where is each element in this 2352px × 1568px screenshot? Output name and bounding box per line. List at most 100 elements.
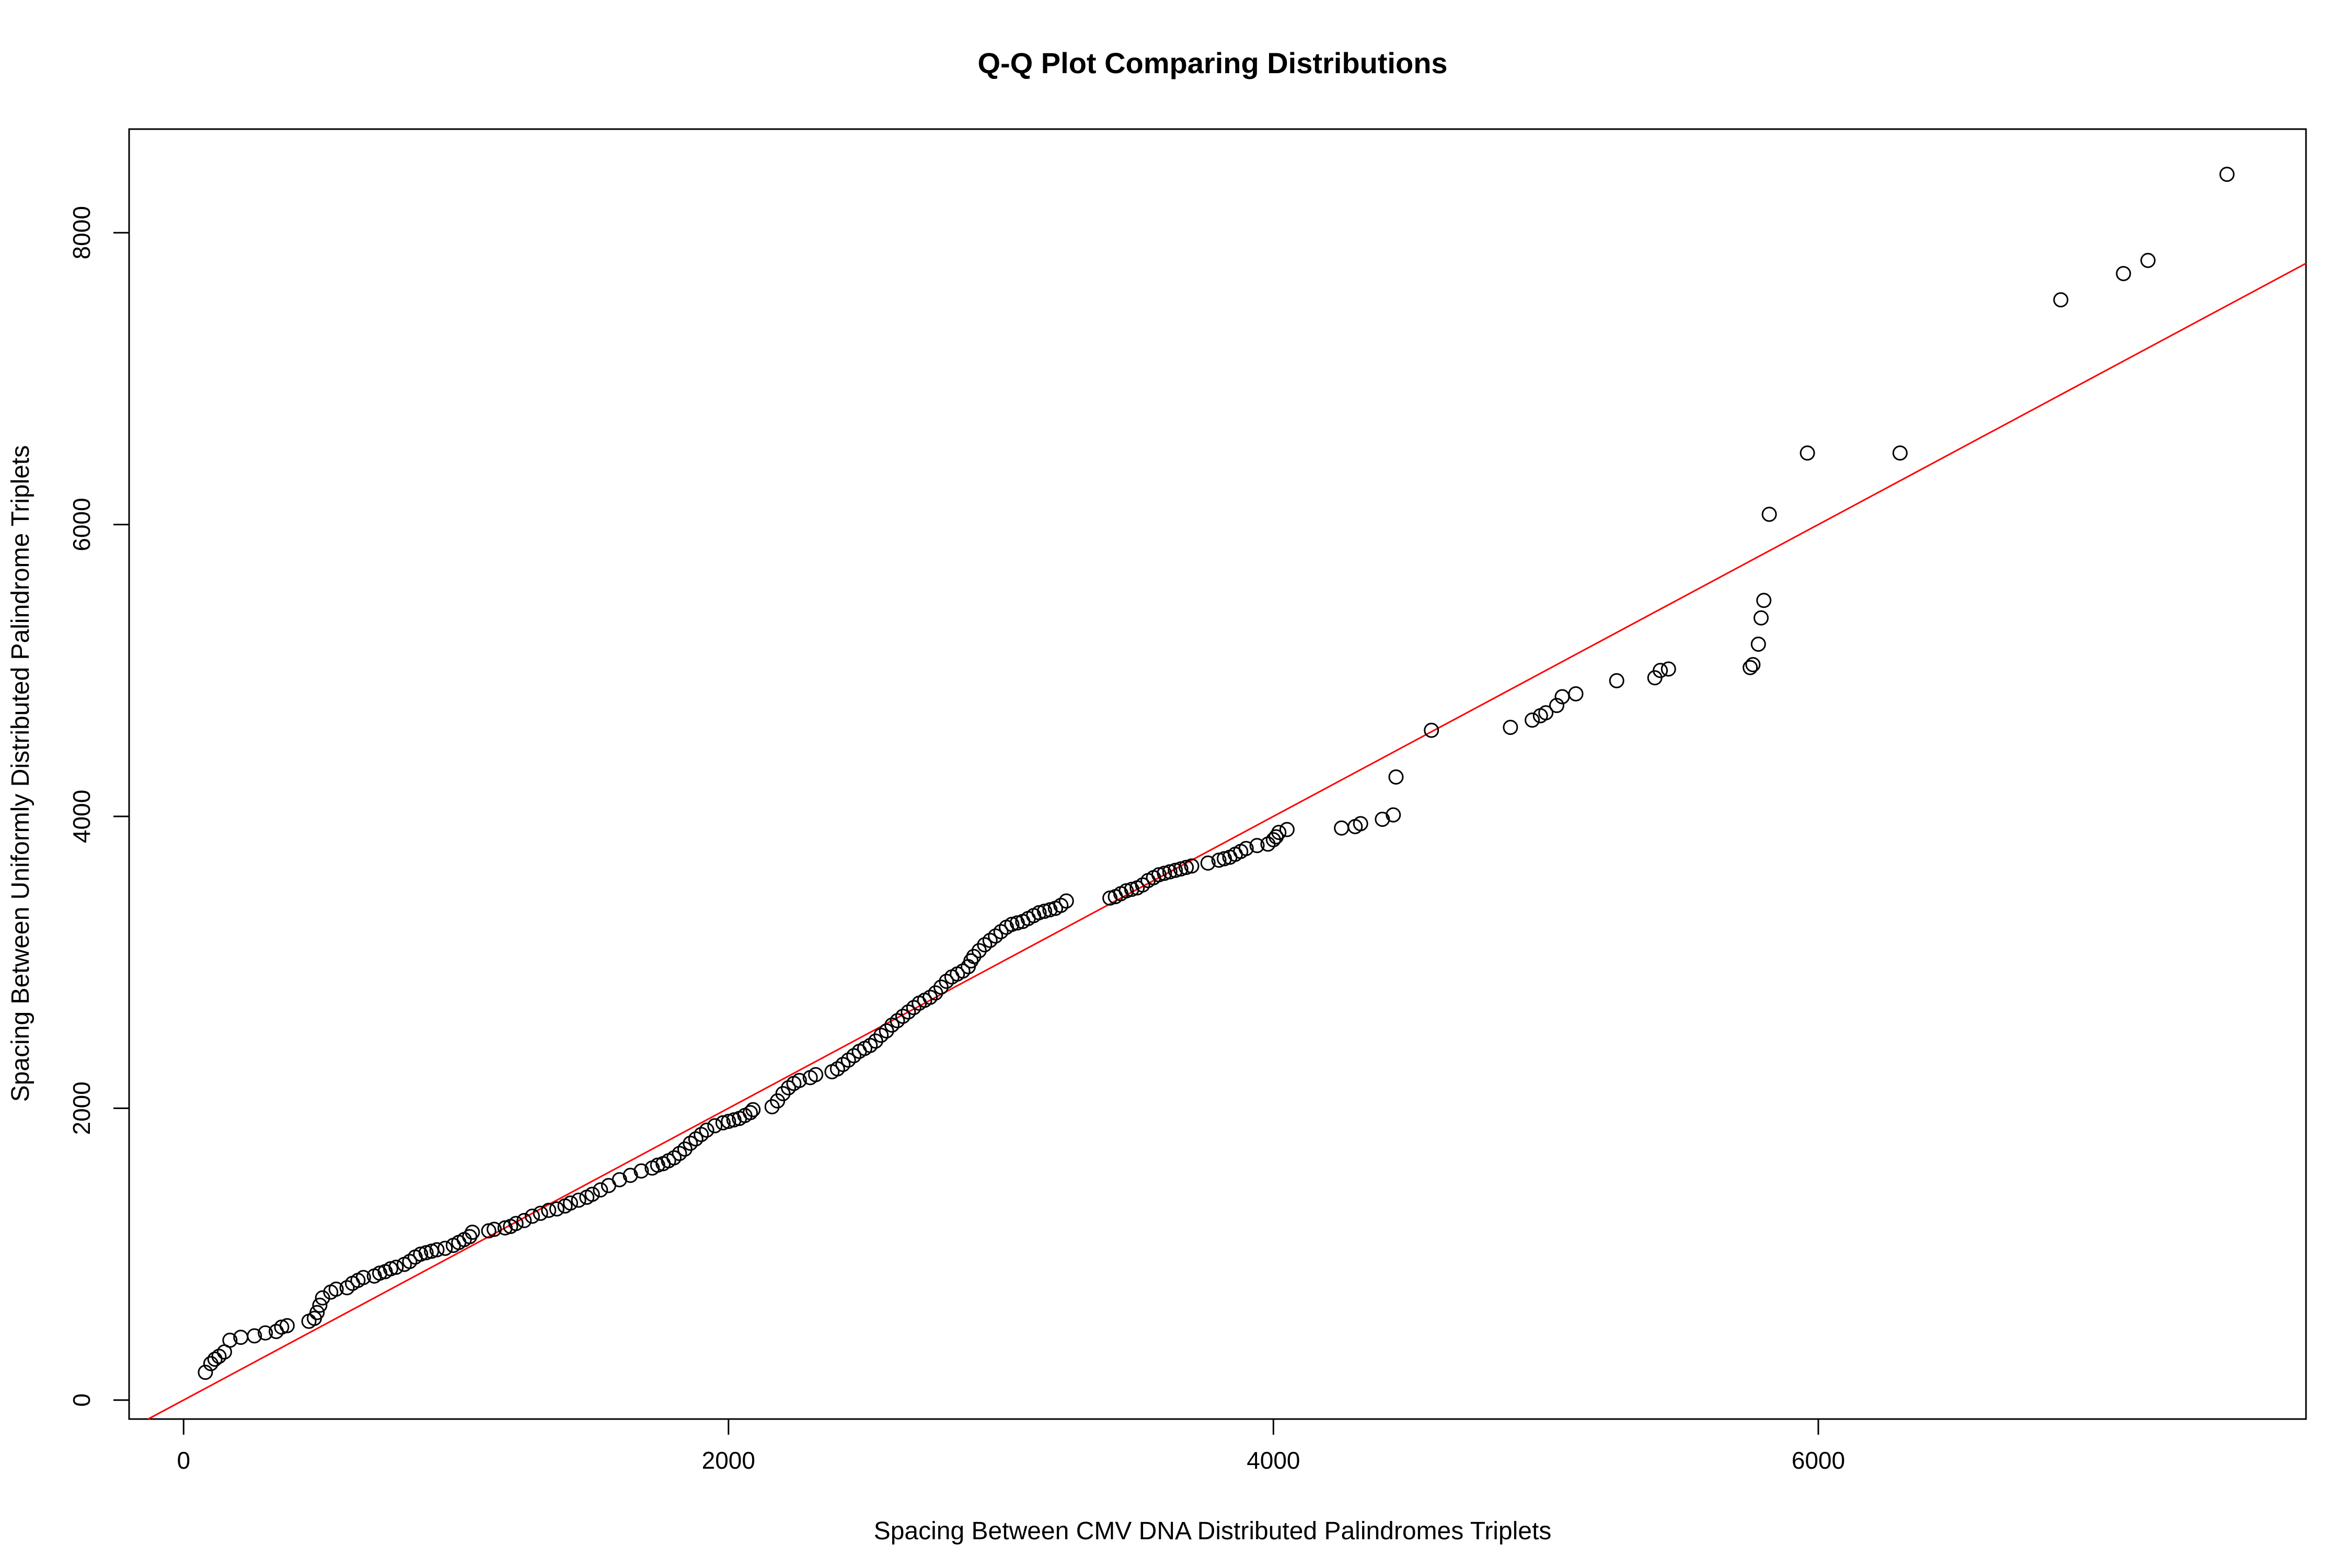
y-tick-label: 8000 [68,206,95,259]
data-point [2140,252,2156,268]
y-tick-label: 2000 [68,1081,95,1135]
data-point [1031,905,1047,920]
data-point [1036,903,1052,919]
data-point [1173,861,1189,877]
data-point [1151,867,1167,883]
data-point [726,1112,742,1128]
data-point [775,1086,791,1101]
data-point [666,1150,682,1166]
data-point [274,1319,290,1335]
data-point [884,1017,900,1033]
data-point [829,1061,845,1077]
data-point [1743,660,1758,675]
data-point [198,1365,213,1380]
data-point [437,1240,453,1256]
data-point [549,1201,564,1217]
data-point [1271,825,1287,840]
data-point [1009,915,1025,931]
data-point [939,973,954,989]
data-point [1503,720,1518,735]
data-point [383,1261,398,1276]
x-axis-label: Spacing Between CMV DNA Distributed Pali… [874,1517,1552,1545]
data-point [963,953,979,969]
data-point [835,1057,851,1073]
data-point [2219,167,2235,182]
data-point [683,1135,698,1151]
data-point [211,1348,227,1364]
data-point [1058,893,1074,909]
data-point [1388,769,1404,785]
data-point [890,1013,905,1029]
data-point [955,963,971,979]
data-point [1353,816,1368,832]
data-point [1238,840,1254,856]
data-point [1424,722,1439,738]
data-point [465,1225,480,1240]
data-point [312,1297,328,1313]
data-point [791,1073,807,1088]
data-point [1609,673,1624,688]
data-point [933,979,949,995]
data-point [1800,445,1815,461]
data-point [1162,864,1178,880]
data-point [721,1113,736,1129]
data-point [780,1080,796,1096]
data-point [1217,851,1232,867]
data-point [593,1182,608,1198]
data-point [222,1332,238,1348]
data-point [1525,712,1540,728]
data-point [571,1192,586,1208]
data-point [1053,897,1069,913]
data-point [612,1172,627,1187]
x-tick-label: 6000 [1792,1447,1845,1474]
data-point [1004,917,1020,932]
data-point [1761,506,1777,522]
data-point [429,1242,445,1258]
data-point [1249,838,1265,854]
data-point [279,1318,295,1333]
data-point [1179,860,1194,875]
data-point [988,928,1004,944]
data-point [879,1023,894,1039]
data-point [993,924,1009,940]
x-tick-label: 0 [177,1447,190,1474]
data-point [707,1118,723,1134]
data-point [1168,862,1183,878]
data-point [743,1105,758,1121]
y-tick-label: 4000 [68,790,95,843]
data-point [533,1205,548,1221]
data-point [840,1052,856,1068]
data-point [481,1223,497,1239]
data-point [971,943,987,959]
data-point [508,1216,524,1231]
data-point [1119,883,1134,898]
data-point [1269,829,1284,845]
data-point [1102,890,1118,906]
data-point [462,1229,478,1244]
data-point [418,1245,434,1261]
data-point [1124,882,1139,897]
data-point [487,1221,502,1237]
data-point [906,1000,921,1016]
data-point [258,1325,273,1341]
reference-line [147,262,2307,1420]
data-point [633,1163,649,1179]
data-point [699,1122,714,1138]
data-point [2053,292,2069,308]
data-point [328,1282,344,1297]
y-axis: 0 2000 4000 6000 8000 [68,206,130,1407]
data-point [584,1186,600,1202]
data-point [901,1004,916,1020]
reference-line-group [147,262,2307,1420]
data-point [1375,812,1390,827]
data-point [677,1142,693,1157]
data-point [1538,705,1554,721]
data-point [868,1033,883,1049]
data-point [388,1260,404,1275]
data-point [966,949,982,964]
data-point [1157,866,1172,881]
data-point [1661,661,1676,677]
data-point [694,1127,709,1143]
data-point [309,1305,325,1320]
